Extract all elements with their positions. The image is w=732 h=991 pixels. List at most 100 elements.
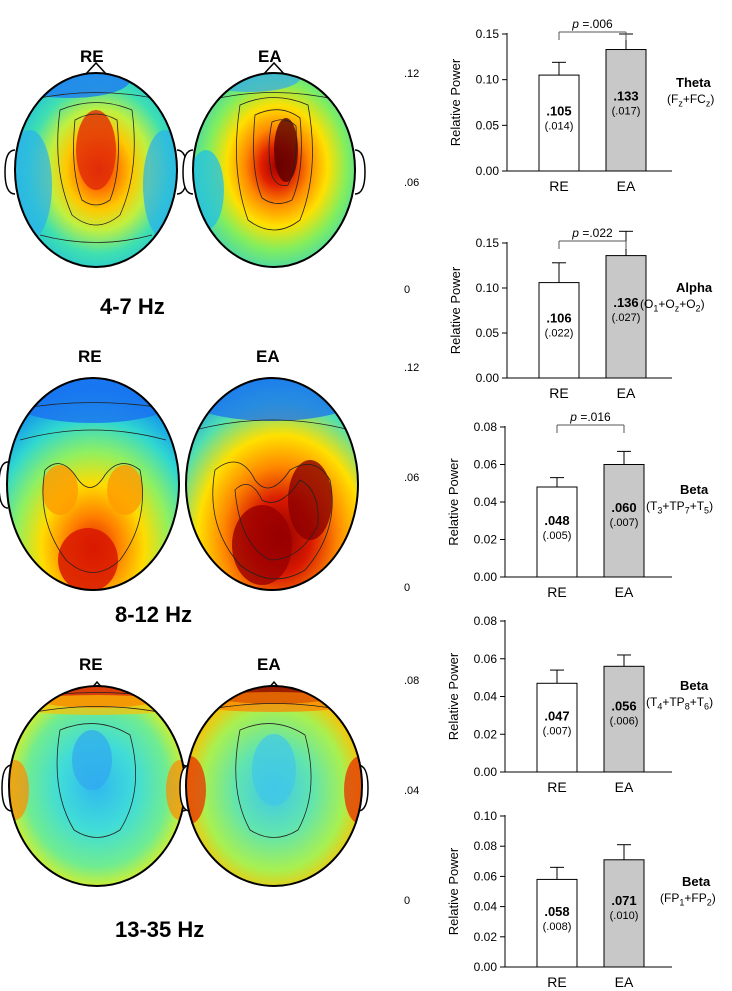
chart-5-ytick-label: 0.08: [474, 839, 498, 853]
colorbar-mid-2: .06: [404, 472, 420, 484]
chart-3-xtick-label-1: EA: [615, 584, 634, 600]
chart-2-xtick-label-0: RE: [549, 385, 568, 401]
chart-1-band-name: Theta: [676, 75, 711, 90]
topomap-panel: [0, 61, 369, 887]
chart-3-ytick-label: 0.00: [474, 570, 498, 584]
band-label-4-7hz: 4-7 Hz: [100, 294, 165, 319]
colorbar-mid-3: .04: [404, 785, 420, 797]
chart-3-sd-label-0: (.005): [543, 530, 572, 542]
chart-2-ytick-label: 0.05: [476, 326, 500, 340]
chart-2-ytick-label: 0.10: [476, 281, 500, 295]
chart-5-ytick-label: 0.02: [474, 930, 498, 944]
chart-1-sd-label-1: (.017): [612, 106, 641, 118]
chart-5-value-label-0: .058: [544, 904, 569, 919]
chart-5-ytick-label: 0.04: [474, 900, 498, 914]
colorbar-max-2: .12: [404, 362, 420, 374]
chart-2-xtick-label-1: EA: [617, 385, 636, 401]
chart-5-band-name: Beta: [682, 874, 711, 889]
chart-2-bar-ea: [605, 255, 647, 379]
chart-1-ytick-label: 0.15: [476, 27, 500, 41]
chart-5-sd-label-1: (.010): [610, 910, 639, 922]
chart-5-value-label-1: .071: [611, 893, 636, 908]
chart-1-xtick-label-0: RE: [549, 178, 568, 194]
chart-1-sd-label-0: (.014): [545, 120, 574, 132]
condition-label-re-1: RE: [80, 47, 104, 66]
chart-5-ytick-label: 0.10: [474, 809, 498, 823]
chart-2-value-label-1: .136: [613, 295, 638, 310]
chart-3-bar-ea: [603, 464, 645, 578]
chart-3-band-name: Beta: [680, 482, 709, 497]
chart-1-xtick-label-1: EA: [617, 178, 636, 194]
topomap-4-7hz-ea: [182, 61, 366, 268]
condition-label-ea-2: EA: [256, 347, 280, 366]
chart-4-ytick-label: 0.04: [474, 690, 498, 704]
colorbar-min-3: 0: [404, 895, 411, 907]
colorbar-max-3: .08: [404, 675, 420, 687]
chart-3-sd-label-1: (.007): [610, 517, 639, 529]
chart-5-ytick-label: 0.06: [474, 869, 498, 883]
chart-4-ytick-label: 0.02: [474, 727, 498, 741]
chart-3-sites: (T3+TP7+T5): [646, 499, 714, 516]
chart-5-sites: (FP1+FP2): [660, 891, 716, 908]
band-label-8-12hz: 8-12 Hz: [115, 602, 193, 627]
chart-2-ytick-label: 0.15: [476, 236, 500, 250]
chart-1-value-label-1: .133: [613, 89, 638, 104]
chart-5-ylabel: Relative Power: [446, 847, 461, 935]
chart-5-ytick-label: 0.00: [474, 960, 498, 974]
colorbar-max-1: .12: [404, 68, 420, 80]
chart-4-value-label-1: .056: [611, 699, 636, 714]
chart-5-xtick-label-0: RE: [547, 974, 566, 990]
chart-4-ytick-label: 0.06: [474, 652, 498, 666]
chart-4-xtick-label-1: EA: [615, 779, 634, 795]
chart-2-ylabel: Relative Power: [448, 266, 463, 354]
chart-4-ytick-label: 0.08: [474, 614, 498, 628]
condition-label-ea-3: EA: [257, 655, 281, 674]
chart-2-sites: (O1+Oz+O2): [640, 297, 705, 314]
chart-5-xtick-label-1: EA: [615, 974, 634, 990]
chart-1-ylabel: Relative Power: [448, 58, 463, 146]
chart-1-value-label-0: .105: [546, 103, 571, 118]
condition-label-re-3: RE: [79, 655, 103, 674]
chart-2-bar-re: [538, 282, 580, 379]
chart-4-ytick-label: 0.00: [474, 765, 498, 779]
chart-4-xtick-label-0: RE: [547, 779, 566, 795]
chart-2-band-name: Alpha: [676, 280, 713, 295]
chart-5-bar-re: [536, 878, 578, 968]
chart-1-ytick-label: 0.00: [476, 164, 500, 178]
chart-1-bar-ea: [605, 49, 647, 172]
band-label-13-35hz: 13-35 Hz: [115, 917, 205, 942]
chart-2-ytick-label: 0.00: [476, 371, 500, 385]
chart-4-value-label-0: .047: [544, 709, 569, 724]
chart-4-sites: (T4+TP8+T6): [646, 695, 714, 712]
chart-3-ytick-label: 0.08: [474, 420, 498, 434]
colorbar-min-1: 0: [404, 284, 411, 296]
chart-1-ytick-label: 0.05: [476, 118, 500, 132]
chart-2-sd-label-0: (.022): [545, 328, 574, 340]
chart-5-sd-label-0: (.008): [543, 921, 572, 933]
chart-1-p-value: p =.006: [571, 17, 613, 31]
chart-3-ylabel: Relative Power: [446, 458, 461, 546]
chart-5-bar-ea: [603, 859, 645, 968]
chart-2-value-label-0: .106: [546, 311, 571, 326]
chart-3-ytick-label: 0.06: [474, 458, 498, 472]
chart-3-xtick-label-0: RE: [547, 584, 566, 600]
colorbar-min-2: 0: [404, 582, 411, 594]
chart-3-p-value: p =.016: [569, 410, 611, 424]
chart-2-p-value: p =.022: [571, 226, 613, 240]
chart-2-sd-label-1: (.027): [612, 312, 641, 324]
condition-label-ea-1: EA: [258, 47, 282, 66]
chart-4-band-name: Beta: [680, 678, 709, 693]
chart-3-bar-re: [536, 486, 578, 578]
chart-1-sites: (Fz+FCz): [667, 92, 715, 109]
chart-4-sd-label-0: (.007): [543, 726, 572, 738]
chart-4-sd-label-1: (.006): [610, 716, 639, 728]
chart-3-ytick-label: 0.04: [474, 495, 498, 509]
colorbar-mid-1: .06: [404, 177, 420, 189]
chart-4-ylabel: Relative Power: [446, 652, 461, 740]
chart-3-ytick-label: 0.02: [474, 533, 498, 547]
chart-1-ytick-label: 0.10: [476, 73, 500, 87]
chart-3-value-label-1: .060: [611, 500, 636, 515]
condition-label-re-2: RE: [78, 347, 102, 366]
chart-3-value-label-0: .048: [544, 513, 569, 528]
